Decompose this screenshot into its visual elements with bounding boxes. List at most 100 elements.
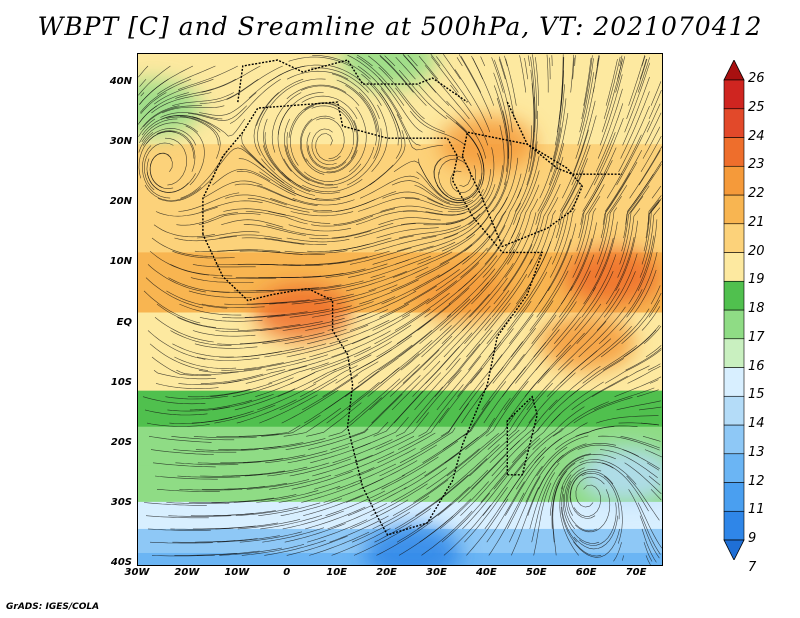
streamline — [348, 378, 401, 424]
streamline — [492, 327, 536, 384]
streamline — [619, 196, 644, 265]
streamline — [420, 403, 469, 450]
streamline — [565, 480, 598, 532]
streamline — [484, 470, 526, 530]
streamline — [527, 210, 556, 278]
streamline — [617, 208, 641, 278]
streamline — [575, 489, 611, 533]
coastline — [237, 59, 468, 103]
streamline — [354, 436, 415, 464]
streamline — [141, 115, 200, 136]
streamline — [460, 56, 482, 93]
streamline — [224, 483, 288, 490]
streamline — [596, 271, 636, 331]
lon-tick-label: 60E — [575, 567, 597, 578]
streamline — [513, 156, 540, 225]
streamline — [175, 78, 236, 99]
streamline — [443, 504, 491, 556]
streamline — [491, 259, 533, 318]
streamline — [305, 506, 366, 530]
streamline — [269, 474, 332, 490]
streamline — [324, 147, 375, 186]
streamline — [460, 464, 508, 516]
colorbar-segment — [723, 395, 745, 426]
streamline — [602, 462, 649, 512]
streamline — [556, 56, 564, 133]
streamline — [438, 158, 472, 187]
streamline — [462, 210, 507, 265]
colorbar-segment — [723, 424, 745, 455]
streamline — [243, 224, 306, 236]
streamline — [261, 158, 316, 196]
lon-tick-label: 10W — [224, 567, 250, 578]
lat-tick-label: 30S — [110, 496, 132, 508]
streamline — [286, 132, 324, 184]
streamline — [572, 57, 575, 80]
streamline — [394, 292, 450, 331]
colorbar-tick-label: 7 — [748, 559, 757, 575]
streamline — [333, 341, 392, 371]
streamline — [311, 215, 374, 227]
streamline — [282, 317, 345, 331]
streamline — [359, 175, 420, 199]
streamline — [603, 56, 621, 119]
streamline — [628, 55, 646, 106]
streamline — [336, 79, 378, 133]
streamline — [618, 105, 650, 172]
streamline — [300, 118, 325, 175]
streamline — [179, 489, 243, 491]
streamline — [246, 479, 310, 490]
streamline — [260, 514, 323, 530]
streamline — [396, 233, 459, 252]
streamline — [166, 502, 230, 505]
streamline — [403, 54, 437, 93]
streamline — [412, 346, 460, 397]
streamline — [554, 70, 564, 146]
streamline — [619, 269, 657, 331]
streamline — [494, 125, 505, 199]
streamline — [628, 235, 655, 305]
streamline — [138, 131, 154, 153]
streamline — [511, 300, 554, 358]
streamline — [391, 360, 441, 411]
streamline — [578, 171, 608, 239]
streamline — [533, 169, 561, 239]
streamline — [468, 165, 503, 225]
streamline — [487, 397, 534, 450]
streamline — [234, 388, 296, 411]
streamline — [221, 362, 284, 371]
streamline — [533, 482, 552, 556]
streamline — [493, 437, 541, 490]
streamline — [374, 308, 431, 345]
streamline — [639, 515, 660, 559]
streamline — [622, 555, 624, 561]
lon-tick-label: 30E — [426, 567, 447, 578]
streamline — [576, 288, 620, 345]
coastline — [461, 131, 584, 248]
streamline — [398, 314, 452, 358]
streamline — [570, 54, 574, 93]
streamline — [559, 486, 579, 556]
streamline — [188, 290, 252, 298]
streamline — [458, 453, 507, 503]
streamline — [488, 173, 522, 239]
streamline — [380, 205, 443, 213]
streamline — [260, 321, 323, 331]
streamline — [446, 432, 499, 477]
lon-tick-label: 50E — [525, 567, 547, 578]
streamline — [646, 103, 661, 133]
streamline — [244, 466, 308, 477]
colorbar-tick-label: 12 — [748, 473, 765, 489]
field-anomaly — [539, 314, 636, 371]
streamline — [597, 88, 623, 159]
streamline — [304, 385, 360, 424]
streamline — [372, 245, 434, 265]
streamline — [390, 467, 447, 503]
streamline — [367, 81, 399, 146]
streamline — [638, 150, 661, 186]
streamline — [512, 413, 561, 463]
streamline — [624, 462, 662, 495]
streamline — [261, 414, 321, 437]
streamline — [560, 461, 614, 490]
streamline — [552, 481, 561, 556]
